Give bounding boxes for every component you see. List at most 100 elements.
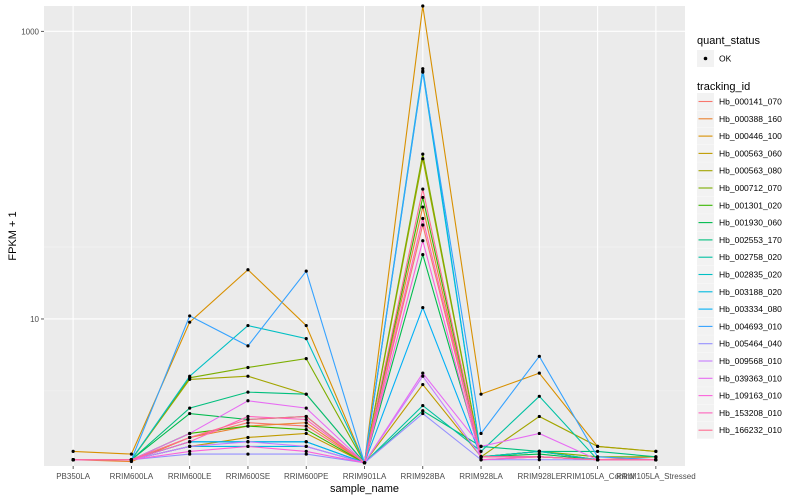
data-point — [304, 440, 308, 444]
x-tick-label: RRIM600SE — [226, 472, 270, 481]
data-point — [304, 417, 308, 422]
x-tick-label: RRIM928LA — [459, 472, 503, 481]
data-point — [246, 323, 250, 328]
data-point — [654, 455, 658, 459]
x-tick-label: RRIM600LE — [168, 472, 212, 481]
data-point — [188, 444, 192, 449]
data-point — [188, 411, 192, 416]
data-point — [421, 374, 425, 378]
data-point — [421, 371, 425, 375]
data-point — [421, 411, 425, 416]
legend-label: Hb_002835_020 — [719, 270, 782, 280]
x-tick-label: RRIM600LA — [110, 472, 154, 481]
data-point — [188, 452, 192, 456]
data-point — [304, 421, 308, 425]
data-point — [421, 152, 425, 156]
data-point — [304, 323, 308, 328]
data-point — [188, 449, 192, 454]
data-point — [188, 314, 192, 318]
data-point — [188, 440, 192, 444]
data-point — [595, 458, 600, 462]
data-point — [129, 452, 134, 456]
data-point — [246, 444, 250, 449]
grid-lines — [44, 6, 685, 466]
x-axis: PB350LA RRIM600LA RRIM600LE RRIM600SE RRIM60… — [56, 466, 696, 481]
data-point — [304, 357, 308, 361]
legend-label: Hb_000712_070 — [719, 183, 782, 193]
data-point — [421, 253, 425, 257]
legend: quant_status OK tracking_id Hb_000141_070 Hb… — [697, 35, 782, 439]
data-point — [537, 371, 541, 375]
data-point — [421, 216, 425, 221]
x-tick-label: PB350LA — [56, 472, 90, 481]
data-point — [421, 69, 425, 73]
legend-label: Hb_001301_020 — [719, 200, 782, 210]
data-point — [246, 435, 250, 440]
x-tick-label: RRIM105LA_Control — [561, 472, 635, 481]
data-point — [479, 392, 483, 396]
legend-label: Hb_004693_010 — [719, 321, 782, 331]
data-point — [304, 428, 308, 432]
data-point — [129, 458, 134, 462]
data-point — [246, 452, 250, 456]
legend-label: Hb_166232_010 — [719, 425, 782, 435]
data-point — [304, 431, 308, 436]
data-point — [595, 449, 600, 454]
data-point — [421, 4, 425, 8]
data-point — [246, 344, 250, 348]
legend-label: Hb_003188_020 — [719, 287, 782, 297]
data-point — [537, 449, 541, 454]
data-point — [421, 305, 425, 310]
legend-label: Hb_039363_010 — [719, 373, 782, 383]
data-point — [188, 406, 192, 410]
x-tick-label: RRIM928BA — [401, 472, 446, 481]
data-point — [537, 455, 541, 459]
legend-point-symbol — [703, 56, 708, 61]
data-point — [304, 392, 308, 396]
y-axis: 10 1000 — [21, 27, 44, 324]
legend-label: Hb_153208_010 — [719, 408, 782, 418]
data-point — [246, 440, 250, 444]
legend-label: Hb_001930_060 — [719, 218, 782, 228]
legend-label: Hb_000446_100 — [719, 131, 782, 141]
data-points — [71, 4, 658, 465]
x-tick-label: RRIM928LE — [518, 472, 562, 481]
x-tick-label: RRIM600PE — [284, 472, 328, 481]
legend-label: Hb_109163_010 — [719, 391, 782, 401]
legend-title-quant-status: quant_status — [697, 35, 760, 47]
data-point — [421, 187, 425, 191]
data-point — [246, 268, 250, 272]
data-point — [479, 444, 483, 449]
legend-label: Hb_003334_080 — [719, 304, 782, 314]
data-point — [479, 458, 483, 462]
x-tick-label: RRIM901LA — [343, 472, 387, 481]
data-point — [246, 390, 250, 394]
data-point — [304, 424, 308, 428]
data-point — [246, 421, 250, 425]
data-point — [537, 394, 541, 398]
legend-label: Hb_000563_060 — [719, 148, 782, 158]
data-point — [246, 417, 250, 422]
data-point — [246, 424, 250, 428]
data-point — [595, 444, 600, 449]
legend-label-ok: OK — [719, 54, 732, 64]
legend-label: Hb_005464_040 — [719, 339, 782, 349]
y-tick-label: 10 — [30, 315, 39, 324]
legend-label: Hb_002758_020 — [719, 252, 782, 262]
x-tick-label: RRIM105LA_Stressed — [616, 472, 696, 481]
data-point — [246, 374, 250, 378]
data-point — [188, 374, 192, 378]
data-point — [595, 455, 600, 459]
legend-label: Hb_000563_080 — [719, 166, 782, 176]
data-point — [537, 414, 541, 419]
data-point — [421, 409, 425, 413]
data-point — [188, 435, 192, 440]
data-point — [654, 449, 658, 454]
legend-label: Hb_009568_010 — [719, 356, 782, 366]
x-axis-title: sample_name — [330, 483, 399, 495]
data-point — [421, 157, 425, 161]
legend-label: Hb_002553_170 — [719, 235, 782, 245]
data-point — [537, 431, 541, 436]
data-point — [479, 431, 483, 436]
